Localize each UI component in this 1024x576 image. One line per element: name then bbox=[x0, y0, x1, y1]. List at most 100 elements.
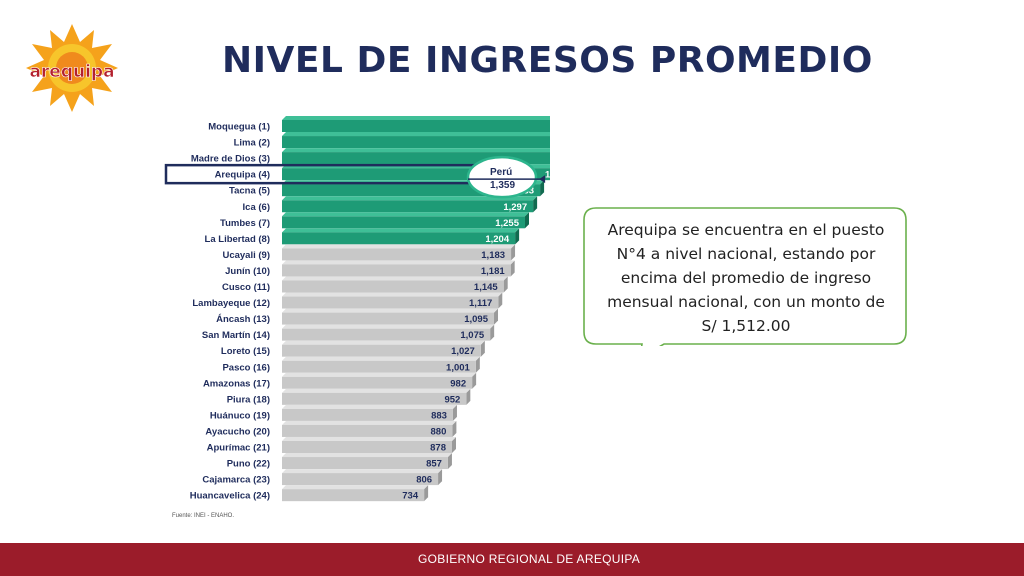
bar-top bbox=[282, 260, 515, 265]
bar bbox=[282, 312, 495, 325]
value-label: 1,075 bbox=[460, 330, 484, 341]
reference-label: Perú bbox=[490, 167, 512, 178]
category-label: Ica (6) bbox=[243, 202, 270, 213]
bar-side bbox=[424, 485, 429, 502]
footer-text: GOBIERNO REGIONAL DE AREQUIPA bbox=[418, 552, 641, 566]
category-label: Apurímac (21) bbox=[207, 443, 270, 454]
bar-top bbox=[282, 196, 538, 201]
bar bbox=[282, 424, 453, 437]
bar bbox=[282, 473, 439, 486]
bar bbox=[282, 264, 511, 277]
bar-side bbox=[503, 276, 508, 293]
bar-top bbox=[282, 453, 452, 458]
category-label: Puno (22) bbox=[227, 459, 270, 470]
value-label: 734 bbox=[402, 491, 419, 502]
bar-side bbox=[510, 260, 515, 277]
category-label: Tumbes (7) bbox=[220, 218, 270, 229]
bar-top bbox=[282, 308, 499, 313]
category-label: Piura (18) bbox=[227, 394, 270, 405]
bar-side bbox=[466, 388, 471, 405]
bar-top bbox=[282, 148, 550, 153]
callout-text: Arequipa se encuentra en el puesto N°4 a… bbox=[607, 221, 885, 335]
value-label: 1,095 bbox=[464, 314, 488, 325]
bar-side bbox=[498, 292, 503, 309]
category-label: Huancavelica (24) bbox=[190, 491, 270, 502]
bar-top bbox=[282, 228, 520, 233]
bar-side bbox=[438, 469, 443, 486]
value-label: 806 bbox=[416, 475, 432, 486]
bar-side bbox=[524, 212, 529, 229]
footer-bar bbox=[0, 543, 1024, 576]
category-label: La Libertad (8) bbox=[205, 234, 270, 245]
value-label: 982 bbox=[450, 378, 466, 389]
category-label: Tacna (5) bbox=[229, 186, 270, 197]
category-label: Áncash (13) bbox=[216, 314, 270, 325]
bar-top bbox=[282, 388, 471, 393]
bar bbox=[282, 248, 512, 261]
arequipa-logo: arequipa bbox=[26, 24, 118, 112]
bar-top bbox=[282, 276, 508, 281]
bar bbox=[282, 441, 452, 453]
value-label: 857 bbox=[426, 459, 442, 470]
value-label: 1,204 bbox=[485, 234, 509, 245]
value-label: 880 bbox=[431, 426, 447, 437]
category-label: Huánuco (19) bbox=[210, 410, 270, 421]
value-label: 1,181 bbox=[481, 266, 505, 277]
bar bbox=[282, 216, 525, 229]
income-bar-chart: Moquegua (1)1,818Lima (2)1,817Madre de D… bbox=[164, 116, 550, 502]
value-label: 1,145 bbox=[474, 282, 498, 293]
bar-top bbox=[282, 372, 477, 377]
category-label: Lambayeque (12) bbox=[192, 298, 270, 309]
bar bbox=[282, 457, 448, 470]
value-label: 1,297 bbox=[503, 202, 527, 213]
bar bbox=[282, 120, 550, 132]
bar-top bbox=[282, 244, 516, 249]
bar bbox=[282, 296, 499, 309]
bar bbox=[282, 200, 534, 213]
bar-side bbox=[451, 437, 456, 453]
category-label: San Martín (14) bbox=[202, 330, 270, 341]
bar-top bbox=[282, 340, 485, 345]
bar bbox=[282, 360, 476, 373]
bar-side bbox=[533, 196, 538, 213]
bar bbox=[282, 280, 504, 293]
bar-side bbox=[490, 324, 495, 341]
bar-top bbox=[282, 437, 456, 441]
bar-side bbox=[452, 420, 457, 437]
chart-source: Fuente: INEI - ENAHO. bbox=[172, 513, 235, 519]
bar-top bbox=[282, 420, 457, 425]
value-label: 1,117 bbox=[469, 298, 492, 309]
bar-top bbox=[282, 404, 457, 409]
page-title: NIVEL DE INGRESOS PROMEDIO bbox=[222, 40, 873, 81]
bar-top bbox=[282, 212, 529, 217]
bar-side bbox=[452, 404, 457, 421]
category-label: Junín (10) bbox=[225, 266, 270, 277]
bar-side bbox=[494, 308, 499, 325]
value-label: 1,027 bbox=[451, 346, 475, 357]
bar-top bbox=[282, 485, 429, 490]
bar-side bbox=[515, 228, 520, 245]
bar-side bbox=[480, 340, 485, 357]
category-label: Lima (2) bbox=[234, 138, 270, 149]
category-label: Ucayali (9) bbox=[222, 250, 270, 261]
value-label: 878 bbox=[430, 443, 446, 454]
bar-top bbox=[282, 356, 480, 361]
category-label: Cusco (11) bbox=[222, 282, 270, 293]
bar bbox=[282, 392, 467, 405]
category-label: Arequipa (4) bbox=[215, 170, 270, 181]
bar-top bbox=[282, 116, 550, 120]
reference-circle bbox=[466, 155, 538, 199]
category-label: Moquegua (1) bbox=[208, 122, 270, 133]
bar-top bbox=[282, 469, 443, 474]
reference-arrow bbox=[539, 175, 546, 184]
value-label: 883 bbox=[431, 410, 447, 421]
value-label: 1,255 bbox=[495, 218, 519, 229]
bar-side bbox=[511, 244, 516, 261]
category-label: Pasco (16) bbox=[222, 362, 270, 373]
bar bbox=[282, 489, 425, 502]
value-label: 1,001 bbox=[446, 362, 470, 373]
bar bbox=[282, 344, 481, 357]
value-label: 952 bbox=[444, 394, 460, 405]
bar-side bbox=[472, 372, 477, 389]
bar-side bbox=[447, 453, 452, 470]
